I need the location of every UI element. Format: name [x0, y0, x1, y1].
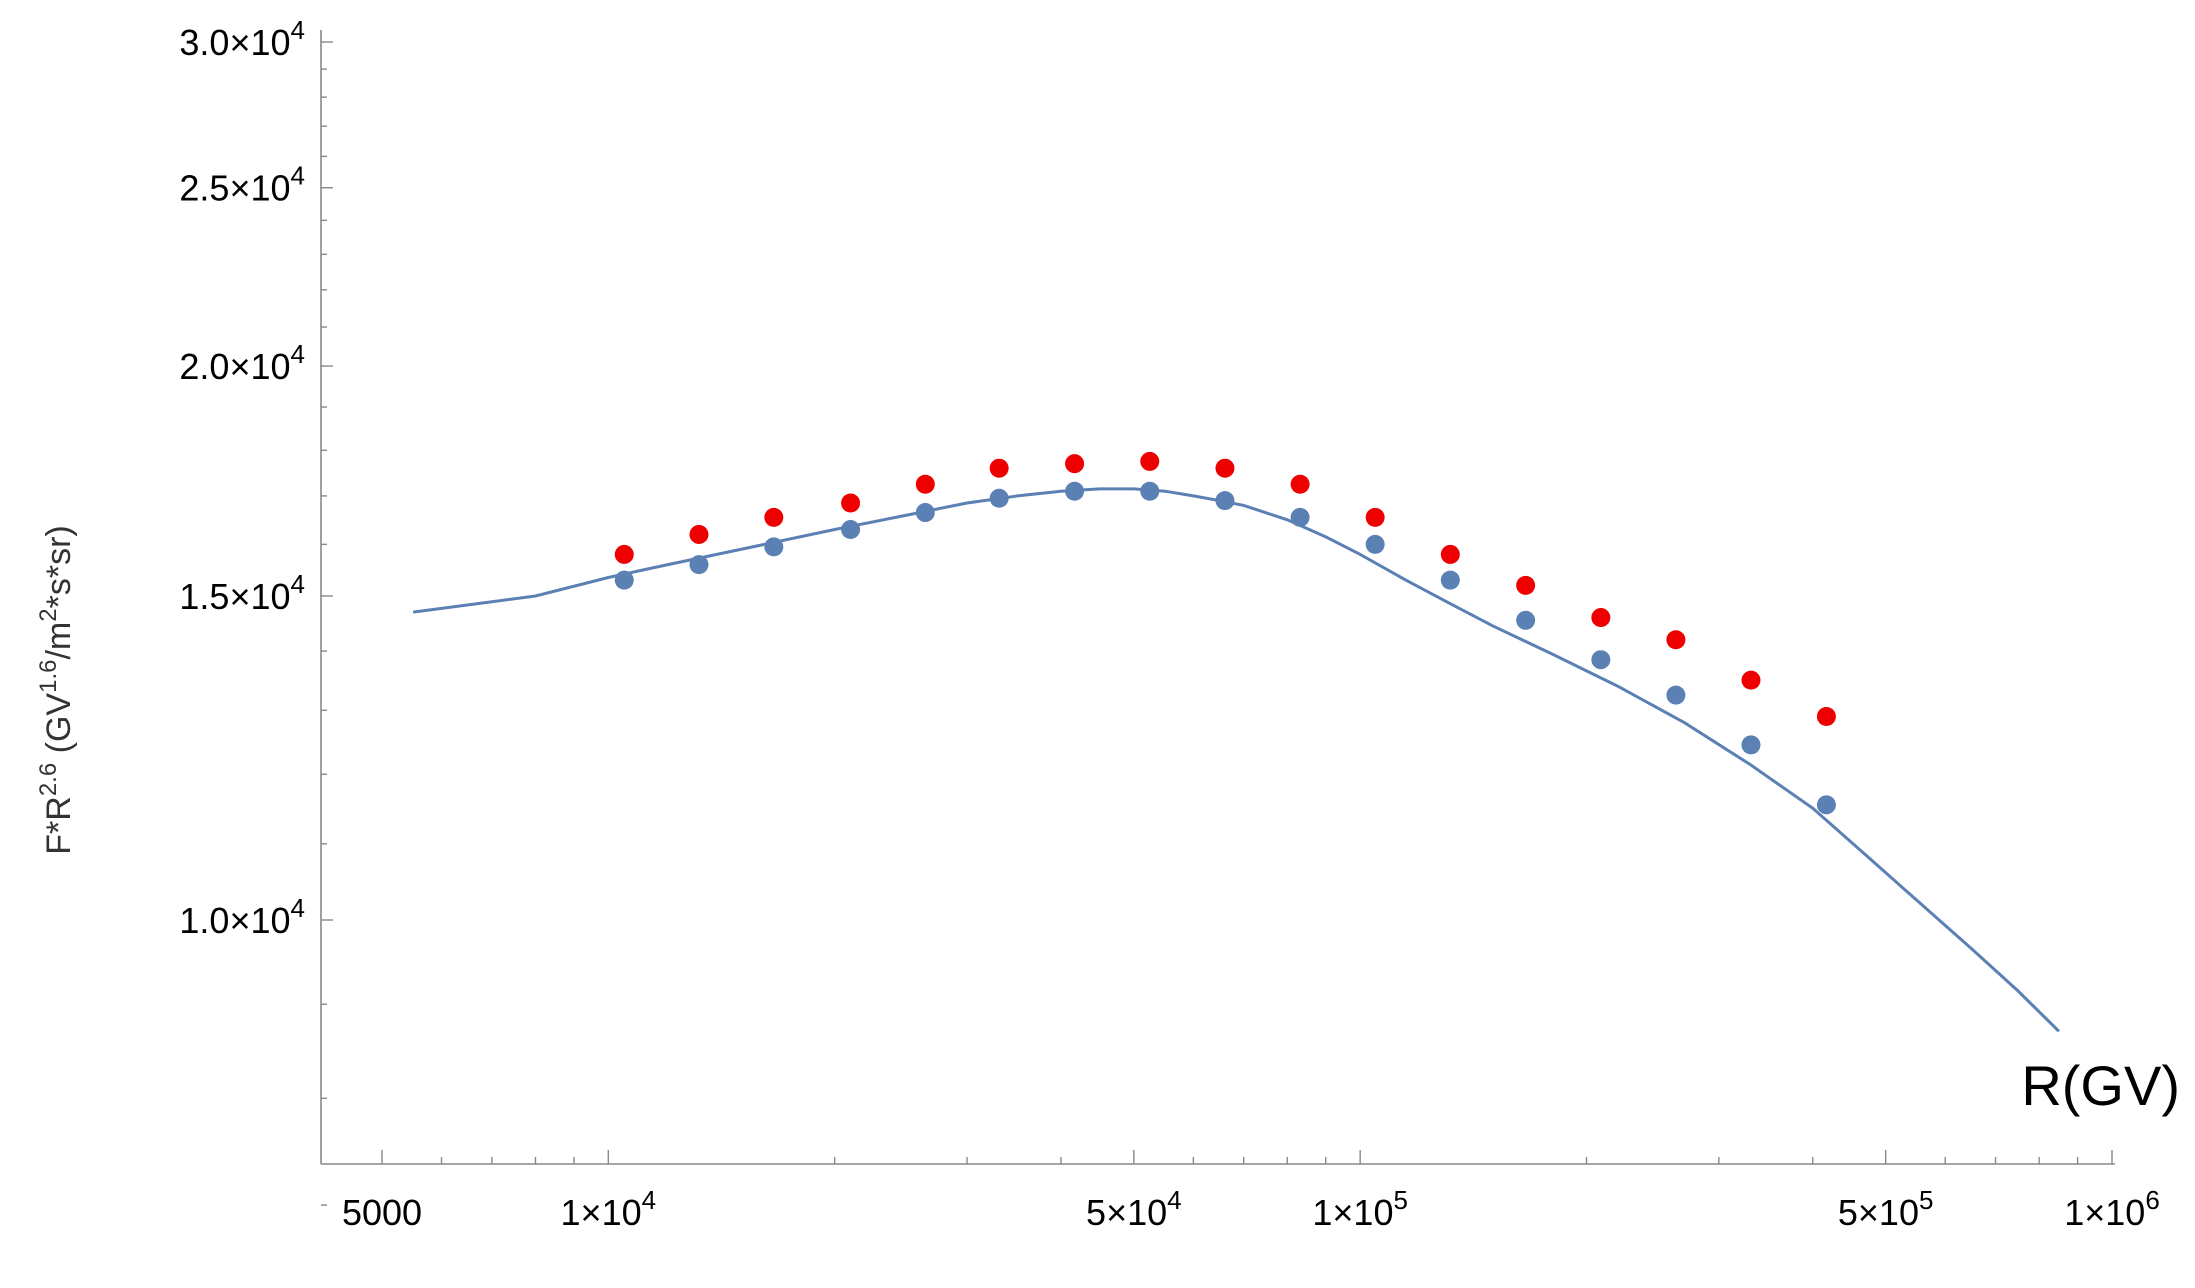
red-data-point: [841, 493, 861, 513]
blue-data-point: [1816, 795, 1836, 815]
x-tick-labels: 5000 1×104 5×104 1×105 5×105 1×106: [342, 1185, 2160, 1233]
y-title-exp1: 2.6: [35, 763, 62, 796]
y-tick-labels: 1.0×104 1.5×104 2.0×104 2.5×104 3.0×104: [179, 15, 305, 941]
y-tick-label: 3.0×104: [179, 15, 305, 63]
red-data-point: [915, 474, 935, 494]
blue-data-point: [1365, 534, 1385, 554]
blue-data-point: [1516, 610, 1536, 630]
x-tick-label: 1×106: [2064, 1185, 2160, 1233]
y-tick-label: 1.5×104: [179, 569, 305, 617]
y-title-exp2: 1.6: [35, 660, 62, 693]
red-data-point: [1666, 630, 1686, 650]
y-tick-label: 2.0×104: [179, 339, 305, 387]
blue-data-point: [1140, 481, 1160, 501]
blue-data-point: [764, 537, 784, 557]
blue-data-point: [1741, 735, 1761, 755]
model-curve: [412, 487, 2060, 1033]
blue-data-point: [614, 570, 634, 590]
y-title-prefix: F*R: [40, 796, 78, 855]
red-data-point: [1741, 670, 1761, 690]
x-tick-label: 1×105: [1312, 1185, 1408, 1233]
red-data-point: [1365, 507, 1385, 527]
blue-data-point: [689, 555, 709, 575]
blue-data-point: [1591, 650, 1611, 670]
x-axis: 5000 1×104 5×104 1×105 5×105 1×106: [321, 1150, 2160, 1233]
red-data-point: [614, 544, 634, 564]
red-data-point: [1591, 608, 1611, 628]
y-title-suffix: *s*sr): [40, 525, 78, 608]
y-title-unit: /m: [40, 622, 78, 660]
x-tick-label: 1×104: [561, 1185, 657, 1233]
y-tick-label: 1.0×104: [179, 893, 305, 941]
x-tick-label: 5×105: [1838, 1185, 1934, 1233]
blue-data-point: [1215, 491, 1235, 511]
red-data-point: [1065, 454, 1085, 474]
red-data-point: [989, 458, 1009, 478]
blue-data-point: [1440, 570, 1460, 590]
y-title-exp3: 2: [35, 608, 62, 621]
blue-data-point: [1666, 685, 1686, 705]
red-data-point: [1215, 458, 1235, 478]
red-data-point: [764, 507, 784, 527]
blue-data-point: [1290, 507, 1310, 527]
blue-data-point: [1065, 481, 1085, 501]
y-tick-label: 2.5×104: [179, 161, 305, 209]
red-data-point: [1290, 474, 1310, 494]
y-title-mid: (GV: [40, 693, 78, 763]
red-data-point: [1516, 575, 1536, 595]
x-axis-title: R(GV): [2021, 1054, 2180, 1117]
red-data-point: [689, 524, 709, 544]
y-ticks: [321, 41, 333, 1206]
blue-data-point: [841, 520, 861, 540]
plot-series: [412, 451, 2060, 1033]
red-data-point: [1816, 706, 1836, 726]
x-tick-label: 5000: [342, 1192, 422, 1233]
blue-data-point: [989, 488, 1009, 508]
red-data-point: [1140, 451, 1160, 471]
x-tick-label: 5×104: [1086, 1185, 1182, 1233]
blue-data-point: [915, 503, 935, 523]
y-axis-title: F*R2.6 (GV1.6/m2*s*sr): [35, 525, 78, 854]
red-data-point: [1440, 544, 1460, 564]
x-ticks: [381, 1150, 2113, 1164]
y-axis: 1.0×104 1.5×104 2.0×104 2.5×104 3.0×104: [179, 15, 333, 1206]
